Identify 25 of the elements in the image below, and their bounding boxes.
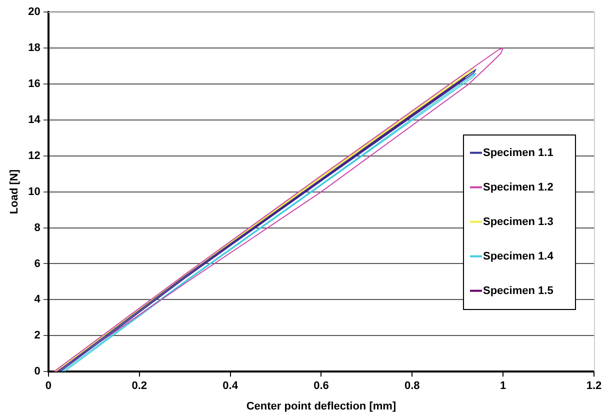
- y-tick-label: 8: [34, 222, 40, 234]
- x-tick-label: 0.4: [222, 380, 239, 392]
- legend-label: Specimen 1.3: [483, 216, 554, 228]
- x-tick-label: 0.6: [314, 380, 329, 392]
- legend-label: Specimen 1.4: [483, 250, 554, 262]
- x-axis-title: Center point deflection [mm]: [246, 400, 396, 412]
- y-tick-label: 0: [34, 366, 40, 378]
- y-tick-label: 4: [34, 294, 42, 306]
- legend-label: Specimen 1.1: [483, 146, 554, 159]
- y-tick-label: 20: [28, 6, 40, 18]
- x-tick-label: 0: [45, 380, 52, 392]
- legend-label: Specimen 1.5: [483, 284, 554, 297]
- y-tick-label: 6: [34, 258, 40, 270]
- x-tick-label: 0.8: [404, 380, 420, 392]
- y-tick-label: 16: [28, 78, 40, 90]
- x-tick-label: 0.2: [132, 380, 148, 392]
- y-tick-label: 2: [34, 330, 40, 342]
- x-tick-label: 1: [500, 380, 506, 392]
- y-axis-title: Load [N]: [8, 169, 21, 214]
- y-tick-label: 18: [28, 42, 40, 54]
- x-tick-label: 1.2: [586, 380, 602, 392]
- y-tick-label: 10: [28, 186, 40, 198]
- y-tick-label: 12: [28, 150, 40, 162]
- y-tick-label: 14: [28, 114, 42, 126]
- legend-label: Specimen 1.2: [483, 181, 554, 194]
